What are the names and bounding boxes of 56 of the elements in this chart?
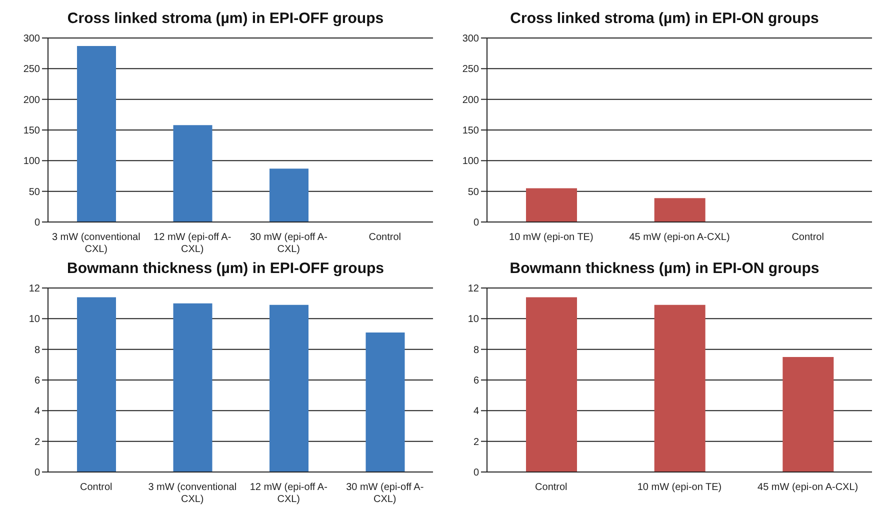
y-tick-label: 100 (23, 156, 40, 168)
chart-title: Cross linked stroma (µm) in EPI-ON groups (509, 9, 820, 29)
x-tick-label: Control (535, 482, 568, 493)
y-tick-label: 150 (462, 126, 480, 137)
y-tick-label: 0 (34, 218, 40, 229)
chart-title: Bowmann thickness (µm) in EPI-OFF groups (66, 259, 385, 279)
y-tick-label: 200 (462, 94, 480, 106)
bar (782, 357, 834, 472)
y-tick-label: 2 (34, 436, 40, 448)
y-tick-label: 6 (34, 376, 40, 387)
x-tick-label: 10 mW (epi-on TE) (637, 482, 722, 493)
y-tick-label: 0 (34, 468, 40, 479)
y-tick-label: 200 (23, 94, 40, 106)
y-tick-label: 4 (473, 406, 480, 418)
bar (654, 304, 706, 472)
y-tick-label: 300 (462, 34, 480, 45)
y-tick-label: 12 (28, 284, 40, 295)
y-tick-label: 100 (462, 156, 480, 168)
x-tick-label: Control (792, 232, 824, 243)
bar (77, 297, 116, 472)
y-tick-label: 8 (473, 344, 480, 356)
bar (173, 125, 212, 222)
y-tick-label: 4 (34, 406, 40, 418)
y-tick-label: 6 (473, 376, 480, 387)
chart-title: Cross linked stroma (µm) in EPI-OFF groups (66, 9, 385, 29)
y-tick-label: 150 (23, 126, 40, 137)
y-tick-label: 0 (473, 218, 480, 229)
y-tick-label: 10 (468, 314, 480, 326)
bar (77, 46, 116, 222)
y-tick-label: 50 (468, 186, 480, 198)
bar (366, 332, 405, 472)
x-tick-label: 12 mW (epi-off A-CXL) (154, 232, 232, 255)
bar (270, 304, 308, 472)
y-tick-label: 250 (23, 64, 40, 76)
y-tick-label: 10 (28, 314, 40, 326)
y-tick-label: 50 (28, 186, 40, 198)
chart-title: Bowmann thickness (µm) in EPI-ON groups (508, 259, 820, 279)
x-tick-label: 10 mW (epi-on TE) (509, 232, 594, 243)
x-tick-label: 45 mW (epi-on A-CXL) (758, 482, 858, 493)
x-tick-label: Control (368, 232, 401, 243)
x-tick-label: 30 mW (epi-off A-CXL) (250, 232, 328, 255)
x-tick-label: 3 mW (conventional CXL) (148, 482, 237, 505)
x-tick-label: 45 mW (epi-on A-CXL) (629, 232, 730, 243)
y-tick-label: 250 (462, 64, 480, 76)
bar (173, 303, 212, 472)
y-tick-label: 8 (34, 344, 40, 356)
y-tick-label: 12 (468, 284, 480, 295)
y-tick-label: 2 (473, 436, 480, 448)
x-tick-label: Control (80, 482, 112, 493)
bar (270, 168, 308, 222)
bar (526, 297, 577, 472)
y-tick-label: 300 (23, 34, 40, 45)
x-tick-label: 30 mW (epi-off A-CXL) (346, 482, 424, 505)
y-tick-label: 0 (473, 468, 480, 479)
x-tick-label: 3 mW (conventional CXL) (52, 232, 140, 255)
x-tick-label: 12 mW (epi-off A-CXL) (250, 482, 328, 505)
